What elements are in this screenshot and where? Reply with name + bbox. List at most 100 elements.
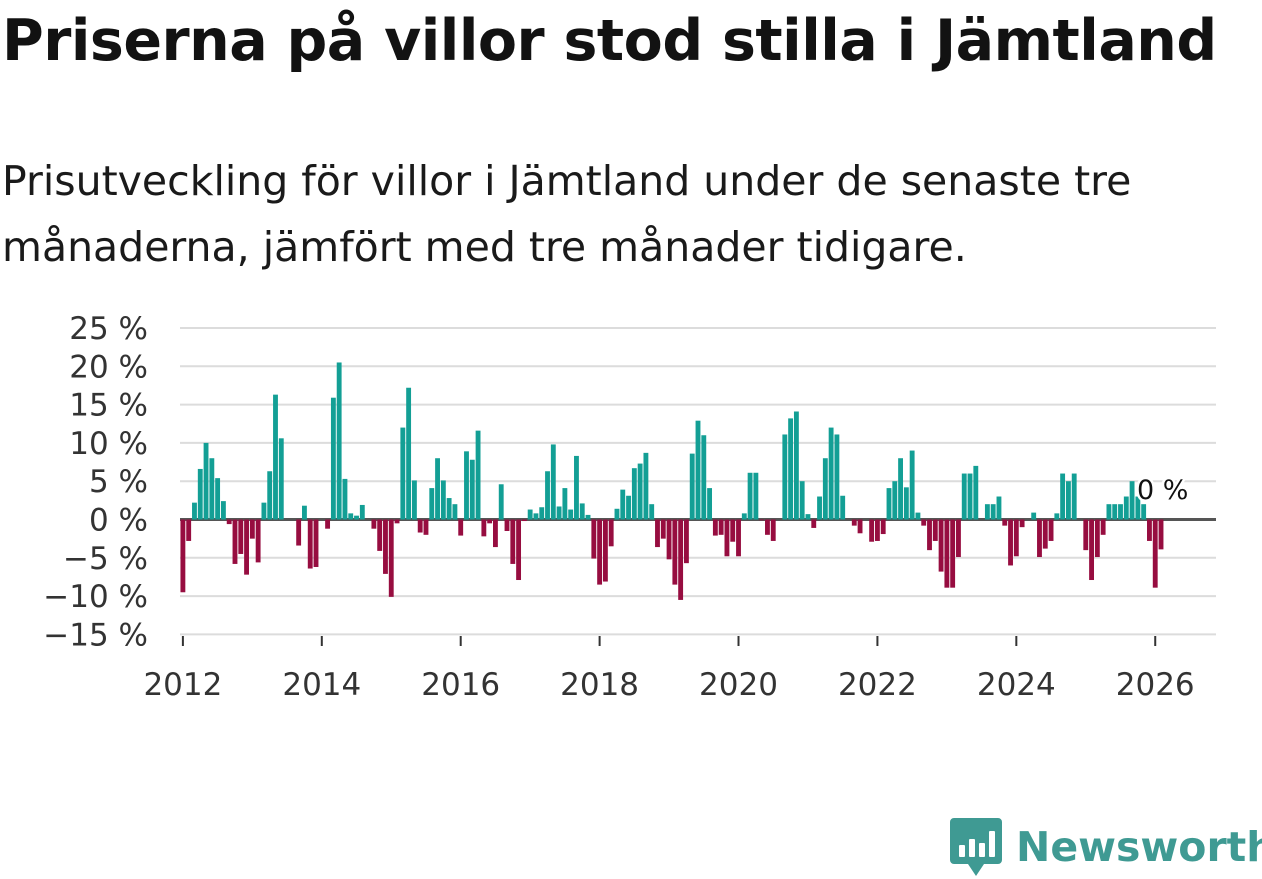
- bar: [984, 504, 990, 520]
- bar: [961, 473, 967, 520]
- x-tick-label: 2020: [699, 667, 778, 703]
- bar: [892, 481, 898, 520]
- bar: [649, 504, 655, 520]
- bar: [666, 519, 672, 560]
- bar: [822, 458, 828, 520]
- bar: [296, 519, 302, 546]
- y-tick-label: 0 %: [89, 503, 148, 539]
- bar: [672, 519, 678, 585]
- bar: [377, 519, 383, 551]
- bar: [1118, 504, 1123, 520]
- bar: [840, 495, 846, 520]
- bar: [608, 519, 614, 547]
- bar: [446, 498, 452, 520]
- bar: [203, 442, 209, 520]
- bar: [620, 489, 626, 520]
- bar: [585, 514, 591, 520]
- bar: [400, 427, 406, 520]
- bar: [950, 519, 956, 588]
- bar: [521, 519, 527, 522]
- bar: [770, 519, 776, 541]
- bar: [394, 519, 400, 524]
- bar: [828, 427, 834, 520]
- bar: [180, 519, 186, 593]
- bar: [927, 519, 932, 551]
- bar: [527, 509, 533, 520]
- bar: [712, 519, 718, 536]
- bar: [1089, 519, 1094, 581]
- bar: [788, 418, 794, 520]
- bar: [510, 519, 516, 564]
- bar: [388, 519, 394, 597]
- bar: [1002, 519, 1008, 526]
- bar: [707, 488, 713, 520]
- bar: [1094, 519, 1100, 558]
- newsworthy-brand: Newsworthy: [950, 818, 1262, 876]
- bar: [1037, 519, 1042, 558]
- bar: [550, 444, 556, 520]
- bar: [533, 513, 539, 520]
- newsworthy-logo-icon: [950, 818, 1002, 876]
- bar: [903, 487, 909, 520]
- bar: [898, 458, 904, 520]
- chart-subtitle: Prisutveckling för villor i Jämtland und…: [2, 157, 1132, 271]
- bar: [359, 504, 365, 520]
- bar: [597, 519, 603, 585]
- bar: [793, 411, 799, 520]
- bar: [220, 501, 226, 520]
- bar: [724, 519, 730, 557]
- bar: [1141, 504, 1147, 520]
- x-tick-label: 2014: [282, 667, 361, 703]
- bar: [342, 478, 348, 520]
- bar: [435, 458, 440, 520]
- bar: [1100, 519, 1106, 535]
- bar: [602, 519, 608, 582]
- bar: [302, 505, 307, 520]
- bar: [574, 455, 579, 520]
- bar: [556, 506, 562, 520]
- bar: [730, 519, 736, 542]
- bar: [655, 519, 660, 548]
- y-tick-label: −5 %: [63, 541, 148, 577]
- latest-value-label: 0 %: [1137, 475, 1188, 506]
- y-tick-label: −10 %: [43, 579, 148, 615]
- bar: [851, 519, 857, 526]
- bar: [660, 519, 666, 539]
- bar: [278, 438, 284, 520]
- bar: [741, 513, 747, 520]
- y-tick-label: 5 %: [89, 464, 148, 500]
- bar: [383, 519, 388, 574]
- bar: [944, 519, 950, 588]
- bar: [967, 473, 973, 520]
- brand-name: Newsworthy: [1016, 823, 1262, 871]
- bar: [429, 488, 435, 520]
- bar: [834, 434, 840, 520]
- bar: [458, 519, 464, 536]
- bar: [539, 507, 545, 520]
- bar: [753, 472, 759, 520]
- bar: [909, 450, 915, 520]
- bar: [591, 519, 597, 559]
- bar: [348, 513, 354, 520]
- bar: [255, 519, 261, 563]
- bar: [857, 519, 863, 534]
- bar: [464, 451, 469, 520]
- bar: [1135, 496, 1141, 520]
- bar: [244, 519, 249, 575]
- bar: [718, 519, 724, 535]
- bar: [637, 463, 643, 520]
- x-tick-label: 2016: [421, 667, 500, 703]
- bar: [759, 519, 765, 521]
- bar: [1071, 473, 1077, 520]
- bar: [492, 519, 498, 548]
- y-tick-label: −15 %: [43, 617, 148, 653]
- bar: [371, 519, 377, 529]
- bar: [869, 519, 875, 542]
- bar: [1008, 519, 1013, 566]
- bar: [336, 362, 342, 520]
- bar: [307, 519, 313, 569]
- bar: [689, 453, 695, 520]
- x-tick-label: 2026: [1116, 667, 1195, 703]
- bar: [417, 519, 423, 533]
- bar: [197, 468, 203, 520]
